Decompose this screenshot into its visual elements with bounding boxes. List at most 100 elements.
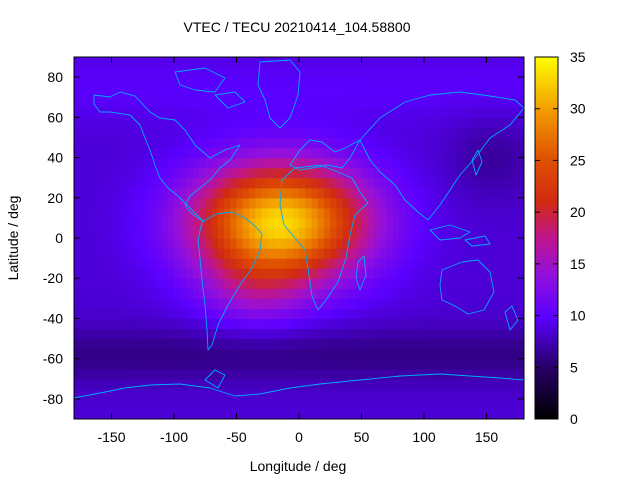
- heatmap-cell: [486, 368, 494, 380]
- heatmap-cell: [130, 298, 138, 309]
- heatmap-cell: [111, 298, 119, 309]
- heatmap-cell: [436, 298, 444, 309]
- heatmap-cell: [399, 147, 406, 159]
- heatmap-cell: [380, 217, 388, 229]
- heatmap-cell: [180, 227, 188, 239]
- heatmap-cell: [424, 177, 431, 189]
- heatmap-cell: [130, 248, 138, 259]
- heatmap-cell: [161, 398, 169, 410]
- heatmap-cell: [274, 107, 281, 118]
- heatmap-cell: [505, 77, 513, 88]
- heatmap-cell: [217, 308, 225, 320]
- heatmap-cell: [111, 77, 119, 88]
- heatmap-cell: [236, 177, 244, 189]
- heatmap-cell: [174, 268, 181, 279]
- x-tick-label: -100: [160, 429, 188, 445]
- heatmap-cell: [374, 288, 381, 299]
- heatmap-cell: [286, 77, 294, 88]
- heatmap-cell: [180, 107, 188, 118]
- heatmap-cell: [392, 77, 400, 88]
- heatmap-cell: [286, 278, 294, 289]
- heatmap-cell: [99, 358, 106, 370]
- heatmap-cell: [492, 248, 500, 259]
- heatmap-cell: [336, 338, 344, 350]
- heatmap-cell: [267, 67, 275, 78]
- heatmap-cell: [455, 348, 463, 360]
- heatmap-cell: [499, 268, 506, 279]
- heatmap-cell: [224, 238, 231, 249]
- heatmap-cell: [480, 288, 488, 299]
- heatmap-cell: [286, 87, 294, 98]
- heatmap-cell: [330, 87, 338, 98]
- heatmap-cell: [311, 97, 319, 108]
- heatmap-cell: [342, 398, 350, 410]
- heatmap-cell: [299, 147, 306, 159]
- heatmap-cell: [180, 348, 188, 360]
- heatmap-cell: [517, 258, 524, 269]
- heatmap-cell: [261, 117, 269, 128]
- heatmap-cell: [299, 278, 306, 289]
- heatmap-cell: [305, 77, 313, 88]
- heatmap-cell: [461, 308, 469, 320]
- heatmap-cell: [86, 398, 94, 410]
- heatmap-cell: [149, 67, 156, 78]
- heatmap-cell: [449, 77, 456, 88]
- heatmap-cell: [317, 248, 325, 259]
- heatmap-cell: [236, 217, 244, 229]
- heatmap-cell: [211, 187, 219, 199]
- heatmap-cell: [330, 187, 338, 199]
- heatmap-cell: [505, 358, 513, 370]
- heatmap-cell: [324, 368, 331, 380]
- heatmap-cell: [374, 308, 381, 320]
- heatmap-cell: [274, 288, 281, 299]
- heatmap-cell: [430, 97, 438, 108]
- heatmap-cell: [242, 328, 250, 340]
- heatmap-cell: [405, 217, 413, 229]
- heatmap-cell: [186, 197, 194, 209]
- heatmap-cell: [180, 187, 188, 199]
- heatmap-cell: [424, 77, 431, 88]
- heatmap-cell: [374, 408, 381, 419]
- heatmap-cell: [217, 348, 225, 360]
- heatmap-cell: [74, 177, 81, 189]
- heatmap-cell: [449, 258, 456, 269]
- heatmap-cell: [455, 147, 463, 159]
- heatmap-cell: [180, 117, 188, 128]
- heatmap-cell: [342, 268, 350, 279]
- heatmap-cell: [474, 227, 481, 239]
- heatmap-cell: [361, 278, 369, 289]
- heatmap-cell: [142, 127, 150, 139]
- heatmap-cell: [280, 328, 288, 340]
- heatmap-cell: [324, 187, 331, 199]
- heatmap-cell: [92, 217, 100, 229]
- heatmap-cell: [286, 238, 294, 249]
- heatmap-cell: [136, 77, 144, 88]
- heatmap-cell: [74, 278, 81, 289]
- heatmap-cell: [349, 408, 356, 419]
- heatmap-cell: [480, 398, 488, 410]
- heatmap-cell: [436, 248, 444, 259]
- heatmap-cell: [242, 227, 250, 239]
- heatmap-cell: [305, 177, 313, 189]
- heatmap-cell: [74, 398, 81, 410]
- heatmap-cell: [280, 248, 288, 259]
- heatmap-cell: [124, 368, 131, 380]
- heatmap-cell: [405, 298, 413, 309]
- heatmap-cell: [249, 328, 256, 340]
- heatmap-cell: [474, 358, 481, 370]
- heatmap-cell: [492, 238, 500, 249]
- heatmap-cell: [274, 97, 281, 108]
- heatmap-cell: [430, 137, 438, 149]
- heatmap-cell: [242, 318, 250, 330]
- heatmap-cell: [367, 67, 375, 78]
- heatmap-cell: [124, 157, 131, 169]
- heatmap-cell: [505, 127, 513, 139]
- heatmap-cell: [324, 328, 331, 340]
- heatmap-cell: [455, 328, 463, 340]
- heatmap-cell: [417, 248, 425, 259]
- heatmap-cell: [455, 368, 463, 380]
- heatmap-cell: [180, 318, 188, 330]
- heatmap-cell: [436, 217, 444, 229]
- heatmap-cell: [136, 298, 144, 309]
- heatmap-cell: [105, 238, 113, 249]
